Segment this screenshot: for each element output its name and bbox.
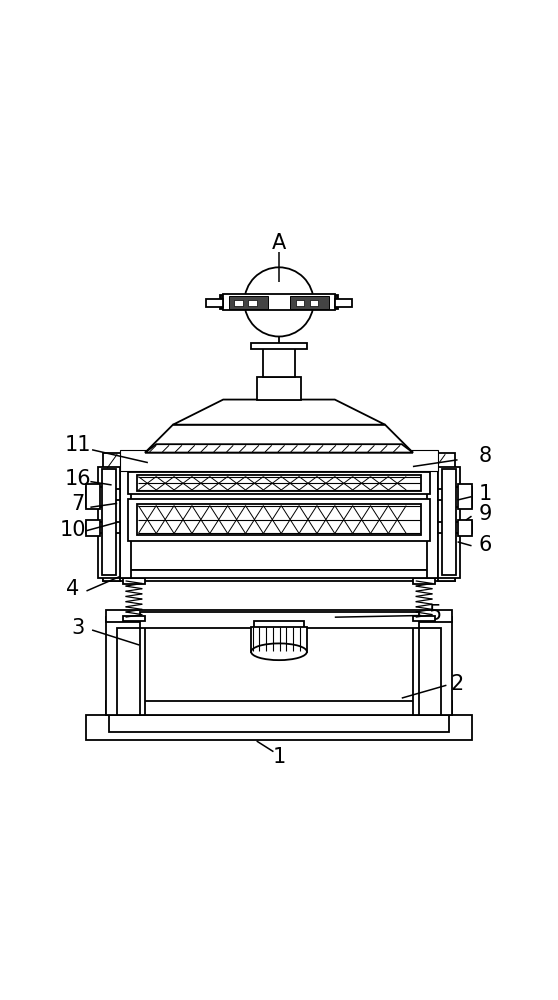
Bar [106, 701, 452, 715]
Bar [220, 295, 338, 309]
Bar [251, 343, 307, 349]
Bar [458, 520, 472, 536]
Bar [335, 299, 352, 307]
Bar [290, 296, 329, 309]
Bar [117, 628, 140, 715]
Bar [120, 450, 438, 471]
Bar [120, 471, 438, 478]
Text: 7: 7 [71, 494, 85, 514]
Bar [438, 467, 460, 578]
Bar [458, 484, 472, 509]
Text: 11: 11 [65, 435, 92, 455]
Text: 10: 10 [59, 520, 86, 540]
Bar [413, 578, 435, 584]
Text: 16: 16 [65, 469, 92, 489]
Polygon shape [145, 425, 413, 453]
Bar [106, 617, 145, 715]
Bar [296, 300, 304, 306]
Bar [109, 715, 449, 732]
Bar [413, 616, 435, 621]
Bar [248, 300, 257, 306]
Bar [418, 628, 441, 715]
Ellipse shape [251, 643, 307, 660]
Bar [229, 296, 268, 309]
Text: 1: 1 [479, 484, 492, 504]
Bar [123, 616, 145, 621]
Circle shape [244, 267, 314, 337]
Bar [103, 469, 120, 581]
Bar [86, 484, 100, 509]
Bar [120, 570, 438, 578]
Text: 1: 1 [272, 747, 286, 767]
Bar [128, 499, 430, 541]
Bar [123, 578, 145, 584]
Bar [137, 475, 421, 491]
Bar [103, 570, 455, 581]
Bar [103, 467, 455, 478]
Text: 8: 8 [479, 446, 492, 466]
Bar [120, 469, 131, 578]
Bar [438, 522, 472, 533]
Text: 5: 5 [429, 604, 442, 624]
Bar [234, 300, 243, 306]
Text: 4: 4 [66, 579, 79, 599]
Bar [140, 612, 418, 628]
Bar [442, 469, 456, 575]
Polygon shape [173, 400, 385, 425]
Bar [103, 453, 455, 469]
Bar [413, 617, 452, 715]
Bar [86, 715, 472, 740]
Text: A: A [272, 233, 286, 253]
Bar [427, 469, 438, 578]
Bar [98, 467, 120, 578]
Bar [254, 621, 304, 629]
Bar [102, 469, 116, 575]
Bar [263, 347, 295, 377]
Bar [86, 522, 120, 533]
Text: 6: 6 [479, 535, 492, 555]
Text: 2: 2 [451, 674, 464, 694]
Text: 9: 9 [479, 504, 492, 524]
Bar [106, 610, 452, 622]
Bar [137, 504, 421, 535]
Bar [86, 487, 109, 507]
Bar [438, 469, 455, 581]
Bar [86, 489, 120, 500]
Bar [310, 300, 318, 306]
Text: 3: 3 [71, 618, 85, 638]
Bar [128, 472, 430, 494]
Polygon shape [145, 444, 413, 453]
Bar [438, 489, 472, 500]
Bar [251, 627, 307, 652]
Bar [449, 487, 472, 507]
Bar [223, 294, 335, 310]
Bar [86, 520, 100, 536]
Bar [257, 377, 301, 400]
Bar [206, 299, 223, 307]
